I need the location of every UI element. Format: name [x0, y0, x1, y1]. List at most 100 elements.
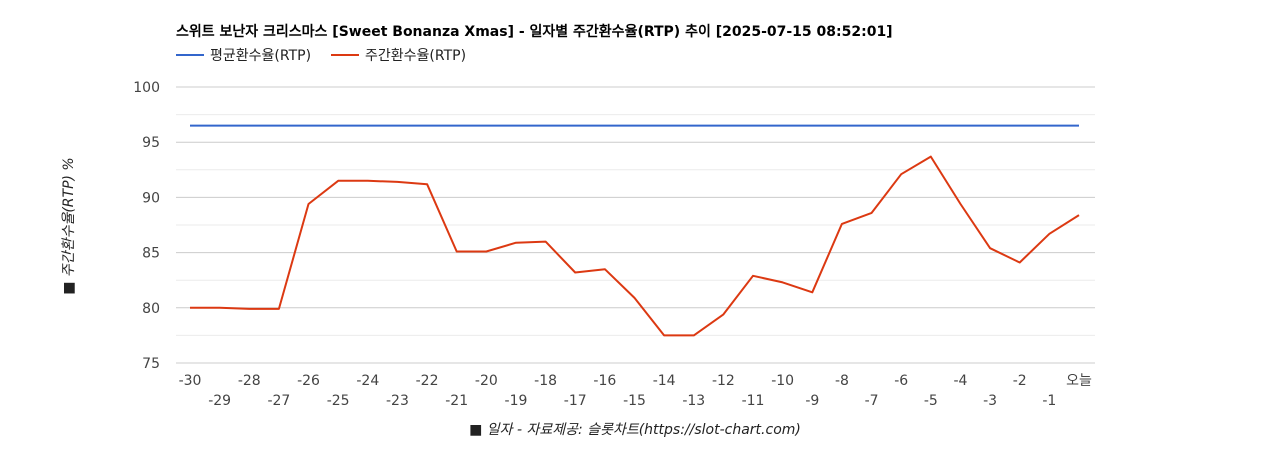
- legend-item-weekly[interactable]: 주간환수율(RTP): [331, 45, 466, 65]
- data-point-weekly[interactable]: [809, 289, 815, 295]
- x-tick-label: -5: [924, 393, 938, 409]
- x-tick-label: -16: [593, 373, 616, 389]
- data-point-average[interactable]: [217, 123, 223, 129]
- data-point-weekly[interactable]: [365, 178, 371, 184]
- data-point-weekly[interactable]: [335, 178, 341, 184]
- data-point-average[interactable]: [898, 123, 904, 129]
- y-tick-label: 85: [142, 246, 160, 262]
- data-point-weekly[interactable]: [217, 305, 223, 311]
- data-point-average[interactable]: [869, 123, 875, 129]
- data-point-average[interactable]: [632, 123, 638, 129]
- y-tick-label: 95: [142, 135, 160, 151]
- data-point-average[interactable]: [780, 123, 786, 129]
- x-tick-label: -13: [682, 393, 705, 409]
- data-point-average[interactable]: [424, 123, 430, 129]
- data-point-weekly[interactable]: [276, 306, 282, 312]
- data-point-weekly[interactable]: [691, 332, 697, 338]
- data-point-weekly[interactable]: [1046, 231, 1052, 237]
- y-tick-label: 90: [142, 190, 160, 206]
- data-point-weekly[interactable]: [246, 306, 252, 312]
- data-point-weekly[interactable]: [661, 332, 667, 338]
- data-point-average[interactable]: [543, 123, 549, 129]
- data-point-weekly[interactable]: [454, 248, 460, 254]
- data-point-weekly[interactable]: [1017, 260, 1023, 266]
- y-axis-title: ■ 주간환수율(RTP) %: [61, 157, 77, 294]
- axis-ticks: 75 80 85 90 95 100 -30 -29 -28 -27 -26 -25 -24 -23 -22…: [133, 80, 1092, 409]
- data-point-average[interactable]: [602, 123, 608, 129]
- x-tick-label: -17: [564, 393, 587, 409]
- x-axis-title: ■ 일자 - 자료제공: 슬롯차트(https://slot-chart.com…: [469, 422, 801, 438]
- data-point-average[interactable]: [720, 123, 726, 129]
- x-tick-label: -19: [505, 393, 528, 409]
- x-tick-label: -14: [653, 373, 676, 389]
- legend-line-weekly-icon: [331, 54, 360, 56]
- data-point-weekly[interactable]: [513, 240, 519, 246]
- data-point-weekly[interactable]: [187, 305, 193, 311]
- data-point-average[interactable]: [365, 123, 371, 129]
- data-point-weekly[interactable]: [869, 210, 875, 216]
- y-tick-label: 80: [142, 301, 160, 317]
- data-point-weekly[interactable]: [750, 273, 756, 279]
- data-point-average[interactable]: [483, 123, 489, 129]
- data-point-average[interactable]: [572, 123, 578, 129]
- x-tick-label: -9: [805, 393, 819, 409]
- data-point-average[interactable]: [957, 123, 963, 129]
- data-point-average[interactable]: [691, 123, 697, 129]
- data-point-average[interactable]: [1046, 123, 1052, 129]
- data-point-weekly[interactable]: [928, 154, 934, 160]
- data-point-average[interactable]: [661, 123, 667, 129]
- x-tick-label: -26: [297, 373, 320, 389]
- data-point-weekly[interactable]: [720, 311, 726, 317]
- data-point-weekly[interactable]: [543, 239, 549, 245]
- x-tick-label: -24: [356, 373, 379, 389]
- data-point-weekly[interactable]: [306, 201, 312, 207]
- data-point-average[interactable]: [394, 123, 400, 129]
- x-tick-label: -12: [712, 373, 735, 389]
- x-tick-label: -23: [386, 393, 409, 409]
- data-point-average[interactable]: [513, 123, 519, 129]
- x-tick-label: -18: [534, 373, 557, 389]
- data-point-average[interactable]: [276, 123, 282, 129]
- data-point-weekly[interactable]: [780, 279, 786, 285]
- data-point-average[interactable]: [1017, 123, 1023, 129]
- data-point-average[interactable]: [987, 123, 993, 129]
- data-point-average[interactable]: [246, 123, 252, 129]
- legend-label-average: 평균환수율(RTP): [210, 48, 312, 64]
- legend-item-average[interactable]: 평균환수율(RTP): [176, 45, 311, 65]
- data-point-average[interactable]: [1076, 123, 1082, 129]
- data-point-average[interactable]: [454, 123, 460, 129]
- data-point-average[interactable]: [928, 123, 934, 129]
- data-point-weekly[interactable]: [1076, 212, 1082, 218]
- legend-label-weekly: 주간환수율(RTP): [365, 48, 467, 64]
- x-tick-label: -20: [475, 373, 498, 389]
- x-tick-label: -27: [267, 393, 290, 409]
- data-point-weekly[interactable]: [839, 221, 845, 227]
- data-point-weekly[interactable]: [602, 266, 608, 272]
- data-point-average[interactable]: [809, 123, 815, 129]
- data-point-average[interactable]: [839, 123, 845, 129]
- data-point-average[interactable]: [187, 123, 193, 129]
- x-tick-label: -28: [238, 373, 261, 389]
- data-point-weekly[interactable]: [987, 245, 993, 251]
- x-tick-label: -10: [771, 373, 794, 389]
- x-tick-label: -4: [953, 373, 967, 389]
- data-point-weekly[interactable]: [483, 248, 489, 254]
- data-point-weekly[interactable]: [572, 269, 578, 275]
- x-tick-label: -25: [327, 393, 350, 409]
- data-point-average[interactable]: [750, 123, 756, 129]
- series-line-weekly[interactable]: [190, 155, 1080, 337]
- y-tick-label: 75: [142, 356, 160, 372]
- data-point-average[interactable]: [335, 123, 341, 129]
- chart-title: 스위트 보난자 크리스마스 [Sweet Bonanza Xmas] - 일자별…: [176, 24, 893, 40]
- data-point-weekly[interactable]: [394, 179, 400, 185]
- data-point-weekly[interactable]: [424, 181, 430, 187]
- data-point-weekly[interactable]: [898, 171, 904, 177]
- grid-lines: [176, 86, 1095, 364]
- x-tick-label: -6: [894, 373, 908, 389]
- x-tick-label: -15: [623, 393, 646, 409]
- data-point-average[interactable]: [306, 123, 312, 129]
- data-point-weekly[interactable]: [632, 295, 638, 301]
- data-point-weekly[interactable]: [957, 201, 963, 207]
- x-tick-label: -8: [835, 373, 849, 389]
